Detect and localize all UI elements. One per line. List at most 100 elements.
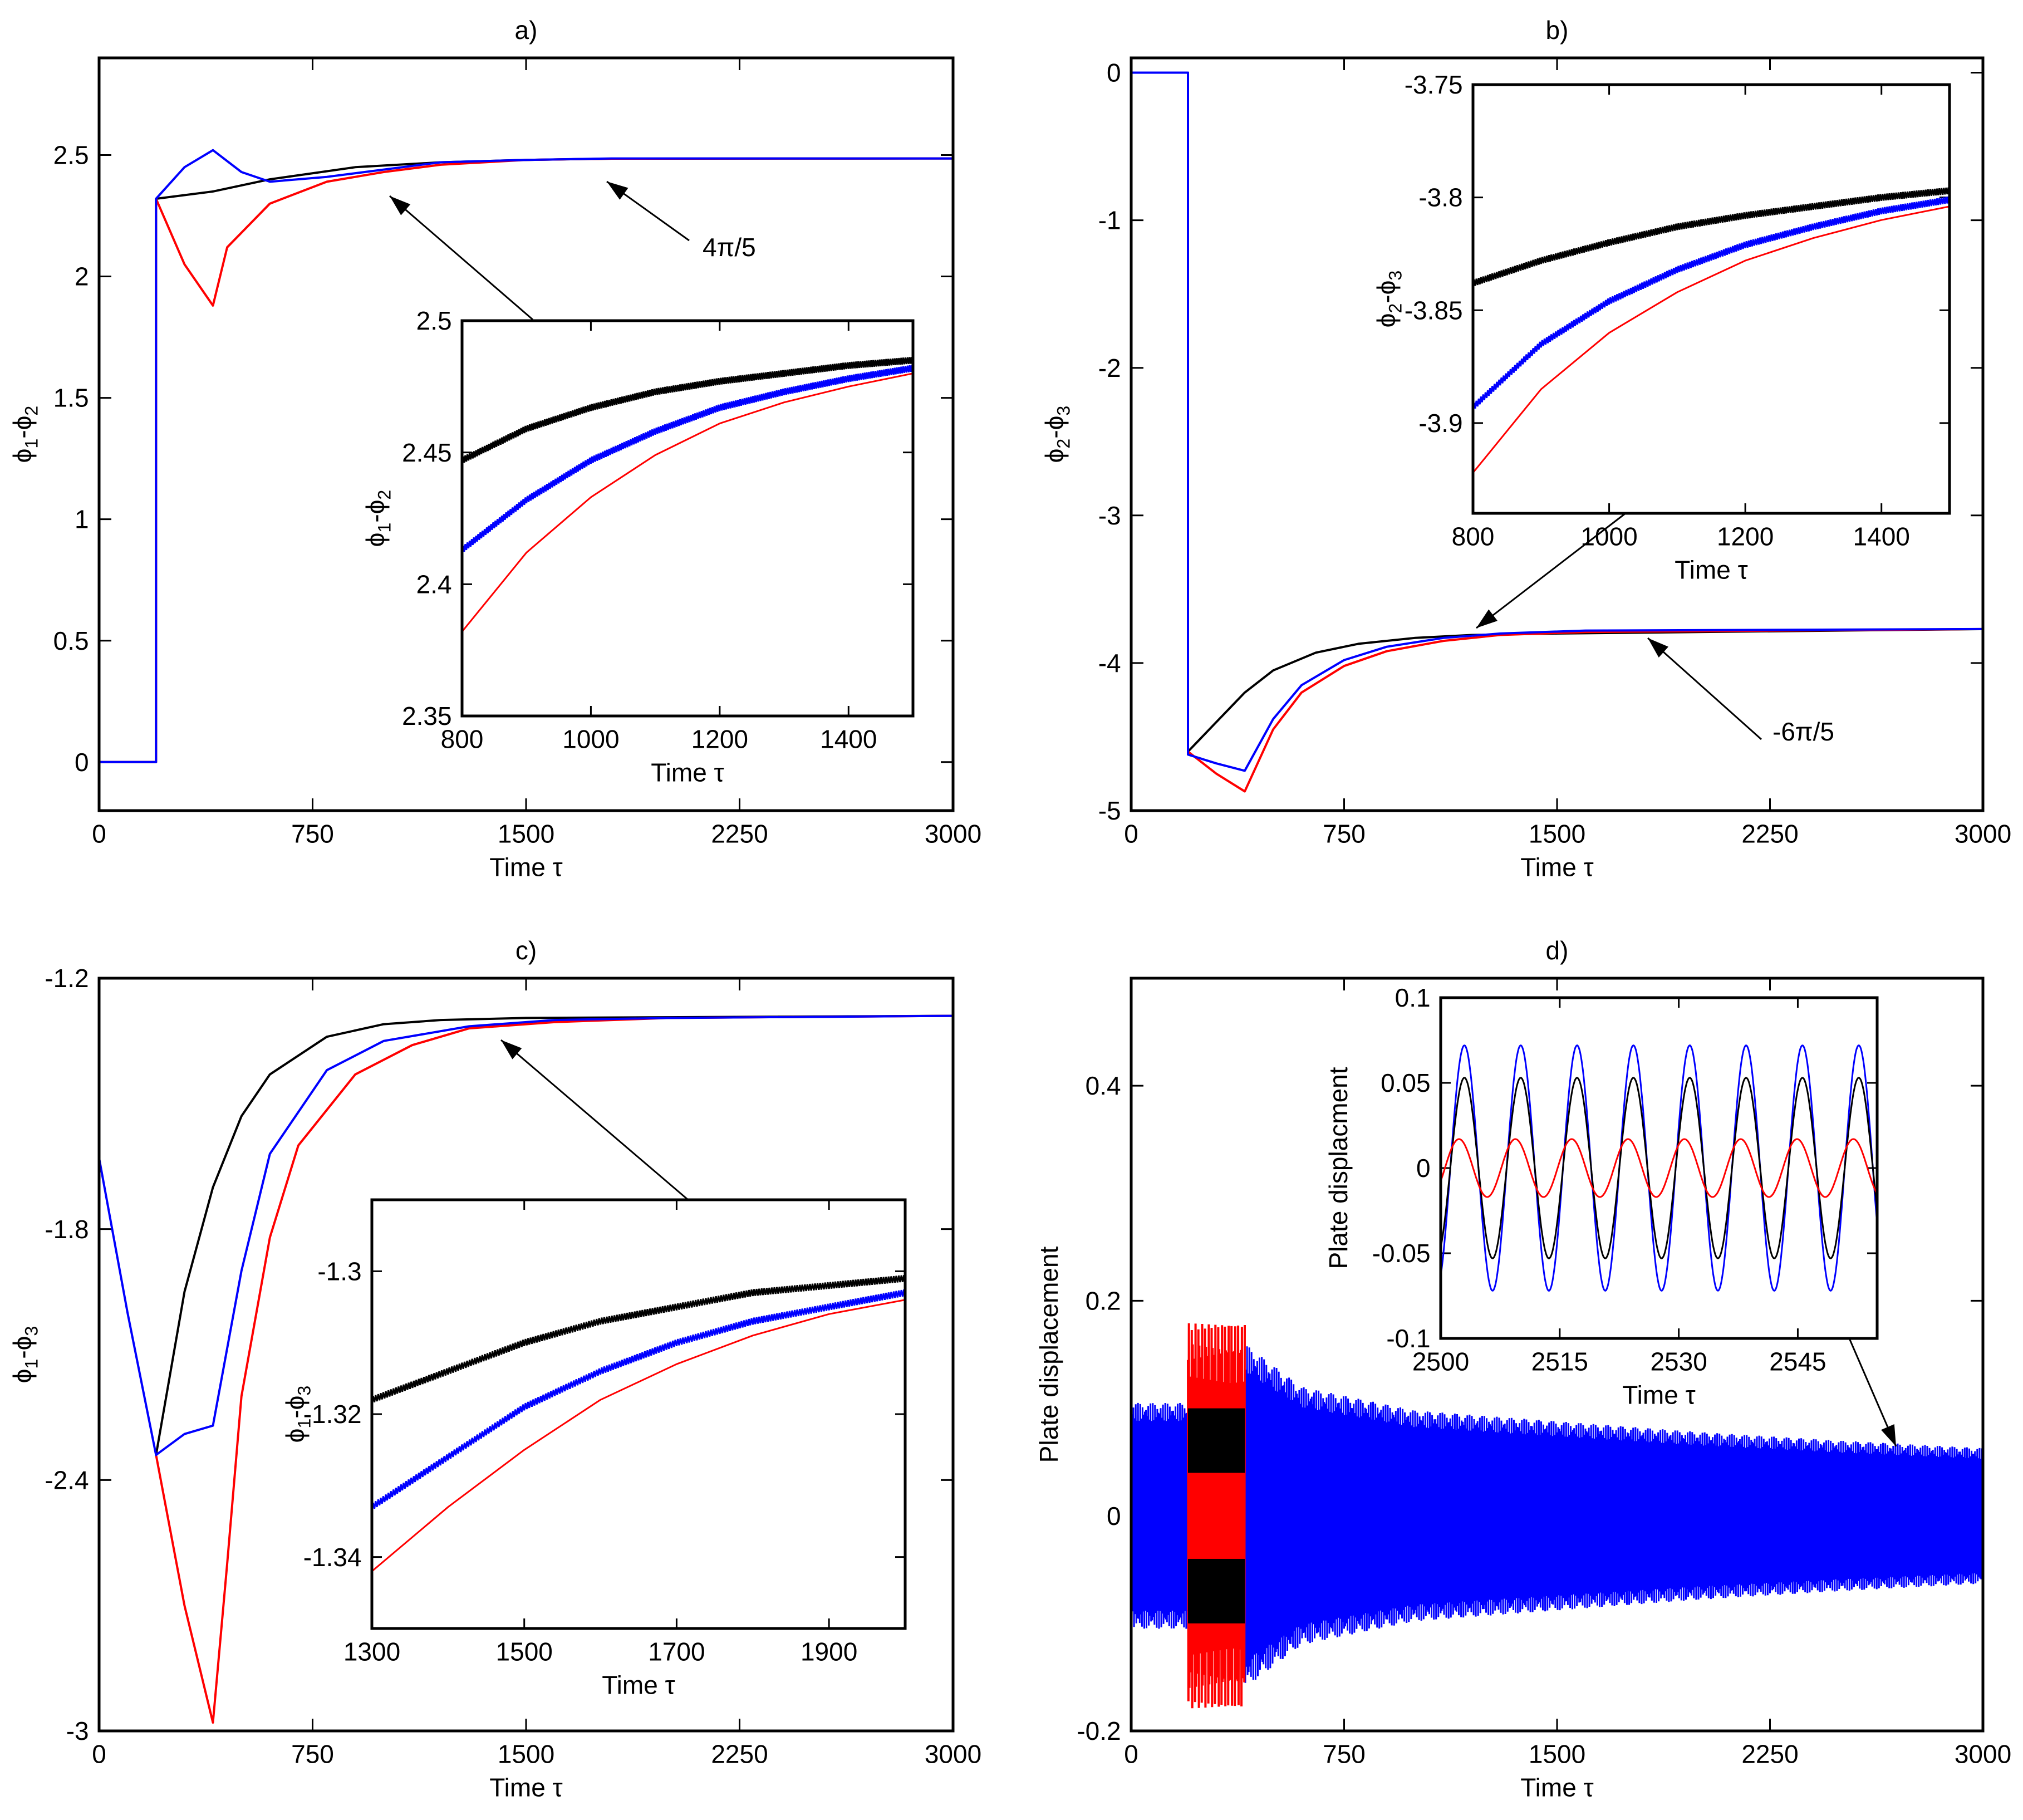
chart-d-series-black-burst-upper (1188, 1408, 1245, 1473)
chart-b-title: b) (1546, 16, 1569, 45)
chart-c-inset-ylabel-sub1: 1 (294, 1419, 315, 1429)
chart-b-series-blue (1131, 71, 1983, 772)
chart-d-inset-ytick-label: 0.05 (1381, 1068, 1431, 1097)
chart-b-inset-ytick-label: -3.8 (1418, 183, 1462, 212)
chart-c-inset-ylabel-base1: ϕ (281, 1429, 310, 1443)
chart-a-inset-ylabel-base2: ϕ (361, 500, 390, 514)
chart-c-ylabel-dash: - (8, 1350, 37, 1358)
chart-b-xtick-label: 3000 (1955, 820, 2011, 848)
chart-d-frame (1130, 977, 1985, 1733)
chart-c-xtick-label: 3000 (925, 1740, 981, 1769)
chart-d-inset-xtick-label: 2530 (1650, 1347, 1707, 1376)
annotation-b-6pi5-arrow-line (1647, 637, 1762, 740)
chart-c-ylabel: ϕ1-ϕ3 (8, 1326, 42, 1384)
chart-a-xtick-label: 1500 (498, 820, 554, 848)
annotation-b-6pi5-arrow-head (1648, 638, 1669, 658)
chart-c-xtick-label: 1500 (498, 1740, 554, 1769)
chart-a-inset-ylabel: ϕ1-ϕ2 (361, 490, 395, 547)
chart-d-series-red-burst (1187, 1323, 1246, 1709)
chart-b-inset-ytick-label: -3.85 (1405, 296, 1463, 325)
chart-d-inset-xlabel: Time τ (1622, 1380, 1695, 1409)
chart-b-plot-area (1131, 71, 1983, 793)
chart-d-inset-ytick-label: 0 (1416, 1154, 1431, 1183)
chart-b-inset-frame (1471, 83, 1951, 515)
chart-d-xtick-label: 1500 (1529, 1740, 1585, 1769)
chart-d-inset-plot-area (1441, 1044, 1877, 1292)
chart-b-frame (1130, 56, 1985, 812)
chart-d-xtick-label: 0 (1124, 1740, 1138, 1769)
chart-c-inset-ylabel-dash: - (281, 1410, 310, 1418)
chart-c-ytick-label: -2.4 (45, 1465, 89, 1494)
annotation-b-6pi5-label: -6π/5 (1772, 717, 1834, 746)
chart-a-inset-ytick-label: 2.35 (402, 701, 452, 730)
chart-d-xtick-label: 2250 (1741, 1740, 1798, 1769)
chart-d-inset-series-red (1441, 1138, 1877, 1198)
chart-a-inset-xtick-label: 800 (441, 725, 484, 754)
chart-d-ytick-label: 0.2 (1086, 1287, 1121, 1316)
chart-c-xtick-label: 2250 (711, 1740, 768, 1769)
chart-a-ytick-label: 0 (75, 748, 89, 777)
chart-c-xtick-label: 750 (291, 1740, 334, 1769)
chart-b-inset-series-red (1473, 205, 1950, 474)
chart-d-title: d) (1546, 936, 1569, 965)
chart-a-ylabel-sub1: 1 (22, 439, 42, 449)
annotation-a-4pi5-arrow-head (607, 181, 628, 200)
chart-d-inset-series-blue (1441, 1044, 1877, 1292)
chart-d-xtick-label: 750 (1323, 1740, 1366, 1769)
chart-b-inset-xtick-label: 1400 (1853, 522, 1910, 551)
chart-b-ytick-label: 0 (1107, 58, 1121, 87)
chart-d-inset-series-black (1441, 1077, 1877, 1259)
chart-c-ytick-label: -3 (66, 1716, 89, 1745)
chart-a-inset-ytick-label: 2.45 (402, 438, 452, 467)
chart-c-ylabel-base2: ϕ (8, 1336, 37, 1351)
chart-b-inset-ytick-label: -3.9 (1418, 409, 1462, 438)
chart-c-frame (97, 977, 955, 1733)
chart-b-inset-ylabel-dash: - (1372, 295, 1401, 303)
chart-c-inset-background (372, 1200, 905, 1628)
chart-d-inset-ytick-label: -0.1 (1386, 1324, 1430, 1353)
chart-c-inset-xtick-label: 1300 (343, 1637, 400, 1666)
chart-c-series-blue (99, 1014, 953, 1456)
chart-b-ytick-label: -3 (1098, 501, 1121, 530)
chart-d-xlabel: Time τ (1520, 1773, 1593, 1802)
chart-a-xtick-label: 2250 (711, 820, 768, 848)
chart-a-inset-ytick-label: 2.4 (416, 570, 452, 599)
chart-d-plot-area (1131, 1323, 1983, 1709)
chart-c-inset-xlabel: Time τ (602, 1670, 675, 1699)
chart-d-ytick-label: 0 (1107, 1502, 1121, 1530)
chart-c-ytick-label: -1.8 (45, 1215, 89, 1244)
chart-b-inset-ylabel-base2: ϕ (1372, 281, 1401, 295)
chart-d-series-blue-oscillation (1131, 1346, 1983, 1683)
chart-b-ylabel-base1: ϕ (1040, 449, 1069, 463)
chart-a-inset-frame (460, 319, 915, 718)
chart-c-xtick-label: 0 (92, 1740, 106, 1769)
chart-a-plot-area (99, 149, 953, 763)
chart-b-ylabel-sub2: 3 (1054, 406, 1074, 416)
chart-b-ytick-label: -4 (1098, 649, 1121, 678)
chart-c-inset-ytick-label: -1.32 (303, 1400, 362, 1429)
chart-c-inset-plot-area (372, 1275, 905, 1572)
chart-a-inset-ylabel-sub2: 2 (375, 490, 395, 500)
chart-a-title: a) (515, 16, 538, 45)
chart-c-inset-series-black (372, 1275, 905, 1404)
chart-b-xtick-label: 1500 (1529, 820, 1585, 848)
chart-b-inset-ylabel-base1: ϕ (1372, 313, 1401, 328)
chart-a-inset-plot-area (462, 356, 913, 632)
chart-b-xtick-label: 0 (1124, 820, 1138, 848)
annotation-a-inset-arrow-line (389, 195, 533, 321)
chart-a-inset-series-black (462, 356, 913, 464)
chart-d-ytick-label: -0.2 (1077, 1716, 1121, 1745)
chart-b-inset-background (1473, 85, 1950, 513)
chart-a-inset-ylabel-dash: - (361, 514, 390, 522)
chart-c-ylabel-sub2: 3 (22, 1326, 42, 1336)
chart-c-inset-ylabel-sub2: 3 (294, 1386, 315, 1396)
chart-d-inset: 2500 2515 2530 2545 -0.1 -0.05 0 0.05 0.1 Time τ P… (1324, 983, 1879, 1409)
chart-c-inset-xtick-label: 1500 (496, 1637, 553, 1666)
chart-b-xtick-label: 750 (1323, 820, 1366, 848)
chart-c-inset-ytick-label: -1.3 (317, 1257, 361, 1286)
chart-d-ytick-label: 0.4 (1086, 1071, 1121, 1100)
